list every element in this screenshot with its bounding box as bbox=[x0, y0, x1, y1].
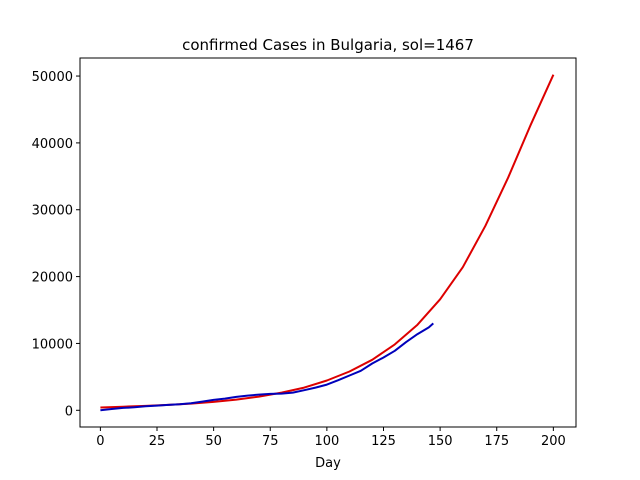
y-tick-label: 0 bbox=[65, 404, 73, 419]
series-line-1 bbox=[100, 74, 555, 409]
series-lines bbox=[100, 74, 555, 412]
x-tick-label: 25 bbox=[149, 434, 166, 449]
x-tick-label: 100 bbox=[314, 434, 339, 449]
x-axis: 0 25 50 75 100 125 150 175 200 bbox=[96, 427, 566, 449]
x-tick-label: 75 bbox=[262, 434, 279, 449]
x-tick-label: 200 bbox=[541, 434, 566, 449]
x-axis-label: Day bbox=[315, 456, 341, 471]
chart-title: confirmed Cases in Bulgaria, sol=1467 bbox=[182, 36, 474, 54]
plot-area-frame bbox=[79, 57, 577, 428]
y-tick-label: 30000 bbox=[32, 204, 73, 219]
x-tick-label: 125 bbox=[371, 434, 396, 449]
y-tick-label: 20000 bbox=[32, 271, 73, 286]
x-tick-label: 175 bbox=[484, 434, 509, 449]
x-tick-label: 150 bbox=[428, 434, 453, 449]
y-tick-label: 40000 bbox=[32, 137, 73, 152]
x-tick-label: 0 bbox=[96, 434, 104, 449]
y-tick-label: 50000 bbox=[32, 70, 73, 85]
y-axis: 0 10000 20000 30000 40000 50000 bbox=[32, 70, 80, 419]
y-tick-label: 10000 bbox=[32, 337, 73, 352]
series-line-2 bbox=[100, 322, 434, 412]
x-tick-label: 50 bbox=[205, 434, 222, 449]
